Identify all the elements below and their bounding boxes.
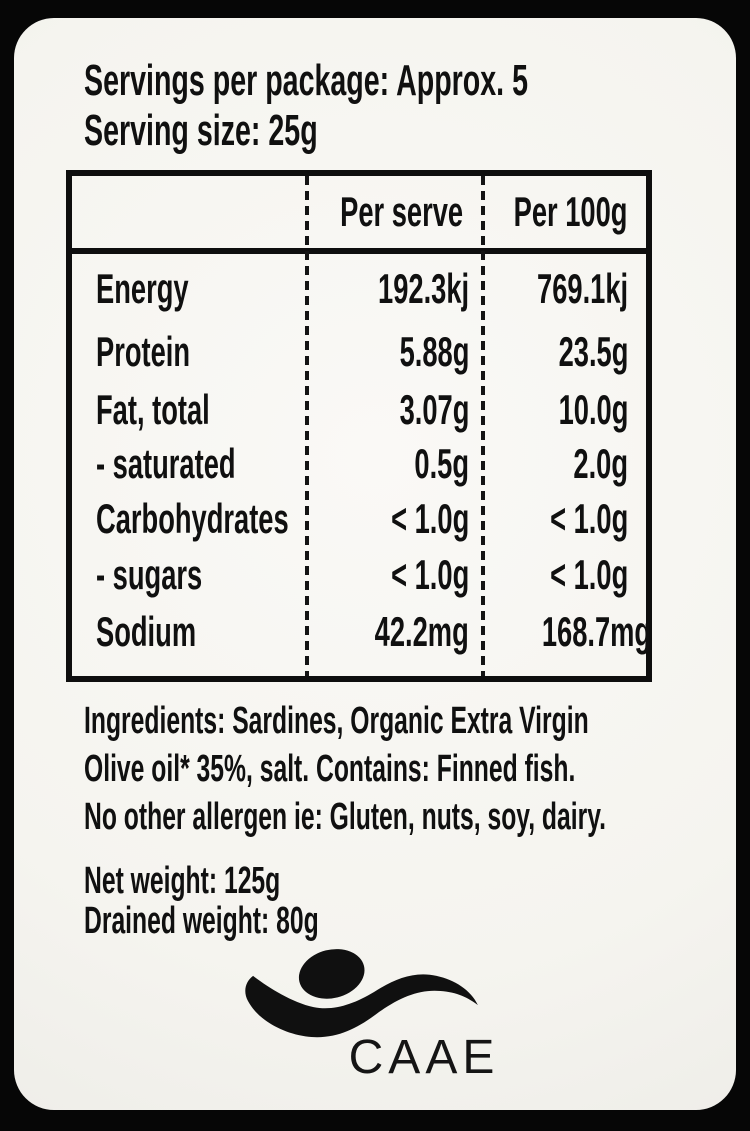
per-serve-value: 3.07g <box>399 385 469 433</box>
nutrient-name: Fat, total <box>96 385 210 433</box>
nutrient-name: Protein <box>96 328 191 376</box>
weights-line: Net weight: 125gDrained weight: 80g <box>84 860 736 942</box>
per-100g-value: 769.1kj <box>536 264 628 312</box>
caae-swoosh-figure-icon <box>245 949 478 1038</box>
column-header-per-serve: Per serve <box>340 187 464 235</box>
per-100g-value: 2.0g <box>573 439 628 487</box>
table-row-sugars: - sugars < 1.0g < 1.0g <box>72 549 646 601</box>
per-serve-value: 192.3kj <box>377 264 469 312</box>
per-100g-value: 168.7mg <box>541 607 652 655</box>
per-100g-value: < 1.0g <box>549 550 628 598</box>
table-row-carbohydrates: Carbohydrates < 1.0g < 1.0g <box>72 489 646 549</box>
ingredients-line-1: Ingredients: Sardines, Organic Extra Vir… <box>84 700 589 742</box>
nutrient-name: Carbohydrates <box>96 494 289 542</box>
ingredients-line-2: Olive oil* 35%, salt. Contains: Finned f… <box>84 748 576 790</box>
table-row-saturated-fat: - saturated 0.5g 2.0g <box>72 439 646 489</box>
table-row-energy: Energy 192.3kj 769.1kj <box>72 254 646 324</box>
table-row-protein: Protein 5.88g 23.5g <box>72 324 646 381</box>
drained-weight-text: Drained weight: 80g <box>84 899 319 942</box>
column-header-per-100g: Per 100g <box>513 187 628 235</box>
per-serve-value: 0.5g <box>414 439 469 487</box>
net-weight-text: Net weight: 125g <box>84 860 281 902</box>
per-100g-value: < 1.0g <box>549 494 628 542</box>
serving-info-block: Servings per package: Approx. 5 Serving … <box>84 56 750 158</box>
nutrient-name: Sodium <box>96 607 197 655</box>
table-row-fat-total: Fat, total 3.07g 10.0g <box>72 381 646 439</box>
caae-logo-text: CAAE <box>348 1031 500 1084</box>
per-serve-value: < 1.0g <box>390 494 469 542</box>
nutrient-name: - sugars <box>96 550 203 598</box>
nutrient-name: Energy <box>96 264 189 312</box>
serving-size-text: Serving size: 25g <box>84 106 318 155</box>
per-serve-value: < 1.0g <box>390 550 469 598</box>
nutrient-name: - saturated <box>96 439 236 487</box>
per-serve-value: 5.88g <box>399 328 469 376</box>
table-header-row: Per serve Per 100g <box>72 176 646 254</box>
ingredients-block: Ingredients: Sardines, Organic Extra Vir… <box>84 700 750 846</box>
nutrition-table: Per serve Per 100g Energy 192.3kj 769.1k… <box>66 170 652 682</box>
per-serve-value: 42.2mg <box>374 607 469 655</box>
per-100g-value: 10.0g <box>558 385 628 433</box>
table-row-sodium: Sodium 42.2mg 168.7mg <box>72 601 651 663</box>
servings-per-package-text: Servings per package: Approx. 5 <box>84 56 528 105</box>
per-100g-value: 23.5g <box>558 328 628 376</box>
ingredients-line-3: No other allergen ie: Gluten, nuts, soy,… <box>84 796 607 838</box>
nutrition-label: Servings per package: Approx. 5 Serving … <box>14 18 736 1110</box>
